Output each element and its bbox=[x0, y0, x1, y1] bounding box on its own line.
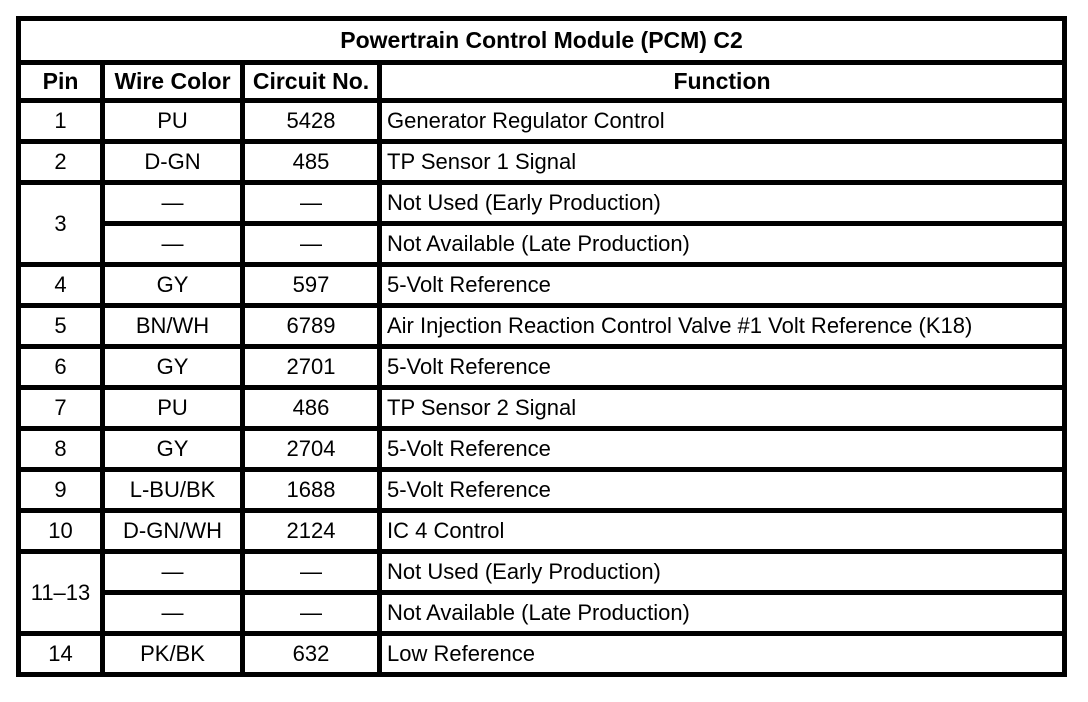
wire-color-cell: D-GN bbox=[100, 139, 245, 185]
wire-color-cell: GY bbox=[100, 262, 245, 308]
circuit-no-cell: 632 bbox=[240, 631, 382, 677]
table-row: 7 PU 486 TP Sensor 2 Signal bbox=[16, 385, 1067, 431]
table-row: 8 GY 2704 5-Volt Reference bbox=[16, 426, 1067, 472]
wire-color-cell: PU bbox=[100, 385, 245, 431]
table-row: — — Not Available (Late Production) bbox=[19, 590, 1067, 636]
column-header-function: Function bbox=[377, 60, 1067, 103]
wire-color-cell: GY bbox=[100, 426, 245, 472]
table-title: Powertrain Control Module (PCM) C2 bbox=[16, 16, 1067, 65]
column-header-pin: Pin bbox=[16, 60, 105, 103]
wire-color-cell: PU bbox=[100, 98, 245, 144]
circuit-no-cell: 5428 bbox=[240, 98, 382, 144]
function-cell: 5-Volt Reference bbox=[377, 426, 1067, 472]
circuit-no-cell: — bbox=[240, 590, 382, 636]
table-row: 5 BN/WH 6789 Air Injection Reaction Control… bbox=[16, 303, 1067, 349]
table-row: 2 D-GN 485 TP Sensor 1 Signal bbox=[16, 139, 1067, 185]
wire-color-cell: — bbox=[100, 590, 245, 636]
function-cell: Not Available (Late Production) bbox=[377, 221, 1067, 267]
pin-cell: 3 bbox=[16, 180, 105, 267]
table-row: 9 L-BU/BK 1688 5-Volt Reference bbox=[16, 467, 1067, 513]
function-cell: TP Sensor 2 Signal bbox=[377, 385, 1067, 431]
table-body: 1 PU 5428 Generator Regulator Control 2 D-GN 4… bbox=[16, 98, 1067, 677]
pin-cell: 14 bbox=[16, 631, 105, 677]
function-cell: Generator Regulator Control bbox=[377, 98, 1067, 144]
circuit-no-cell: — bbox=[240, 180, 382, 226]
function-cell: TP Sensor 1 Signal bbox=[377, 139, 1067, 185]
table-row: — — Not Available (Late Production) bbox=[19, 221, 1067, 267]
table-row: 6 GY 2701 5-Volt Reference bbox=[16, 344, 1067, 390]
wire-color-cell: — bbox=[100, 180, 245, 226]
wire-color-cell: GY bbox=[100, 344, 245, 390]
circuit-no-cell: 486 bbox=[240, 385, 382, 431]
table-row: 1 PU 5428 Generator Regulator Control bbox=[16, 98, 1067, 144]
function-cell: IC 4 Control bbox=[377, 508, 1067, 554]
function-cell: Air Injection Reaction Control Valve #1 … bbox=[377, 303, 1067, 349]
circuit-no-cell: 597 bbox=[240, 262, 382, 308]
pin-cell: 2 bbox=[16, 139, 105, 185]
wire-color-cell: — bbox=[100, 549, 245, 595]
pin-cell: 11–13 bbox=[16, 549, 105, 636]
wire-color-cell: PK/BK bbox=[100, 631, 245, 677]
wire-color-cell: L-BU/BK bbox=[100, 467, 245, 513]
function-cell: 5-Volt Reference bbox=[377, 344, 1067, 390]
pin-cell: 5 bbox=[16, 303, 105, 349]
function-cell: Not Available (Late Production) bbox=[377, 590, 1067, 636]
function-cell: Not Used (Early Production) bbox=[377, 549, 1067, 595]
pin-cell: 6 bbox=[16, 344, 105, 390]
circuit-no-cell: — bbox=[240, 549, 382, 595]
column-header-row: Pin Wire Color Circuit No. Function bbox=[16, 60, 1067, 103]
table-row: 11–13— — Not Used (Early Production) bbox=[16, 549, 1067, 636]
pin-cell: 8 bbox=[16, 426, 105, 472]
circuit-no-cell: 485 bbox=[240, 139, 382, 185]
table-row: 3— — Not Used (Early Production) bbox=[16, 180, 1067, 267]
function-cell: Not Used (Early Production) bbox=[377, 180, 1067, 226]
table-row: 4 GY 597 5-Volt Reference bbox=[16, 262, 1067, 308]
wire-color-cell: — bbox=[100, 221, 245, 267]
circuit-no-cell: 2701 bbox=[240, 344, 382, 390]
function-cell: 5-Volt Reference bbox=[377, 262, 1067, 308]
circuit-no-cell: — bbox=[240, 221, 382, 267]
pin-cell: 9 bbox=[16, 467, 105, 513]
table-row: 14 PK/BK 632 Low Reference bbox=[16, 631, 1067, 677]
circuit-no-cell: 2124 bbox=[240, 508, 382, 554]
wire-color-cell: BN/WH bbox=[100, 303, 245, 349]
circuit-no-cell: 6789 bbox=[240, 303, 382, 349]
pin-cell: 1 bbox=[16, 98, 105, 144]
circuit-no-cell: 1688 bbox=[240, 467, 382, 513]
pin-cell: 10 bbox=[16, 508, 105, 554]
wire-color-cell: D-GN/WH bbox=[100, 508, 245, 554]
title-row: Powertrain Control Module (PCM) C2 bbox=[16, 16, 1067, 65]
pin-cell: 7 bbox=[16, 385, 105, 431]
pin-cell: 4 bbox=[16, 262, 105, 308]
pcm-c2-pinout-table: Powertrain Control Module (PCM) C2 Pin W… bbox=[16, 16, 1067, 677]
function-cell: Low Reference bbox=[377, 631, 1067, 677]
circuit-no-cell: 2704 bbox=[240, 426, 382, 472]
table-row: 10 D-GN/WH 2124 IC 4 Control bbox=[16, 508, 1067, 554]
function-cell: 5-Volt Reference bbox=[377, 467, 1067, 513]
column-header-circuit-no: Circuit No. bbox=[240, 60, 382, 103]
column-header-wire-color: Wire Color bbox=[100, 60, 245, 103]
